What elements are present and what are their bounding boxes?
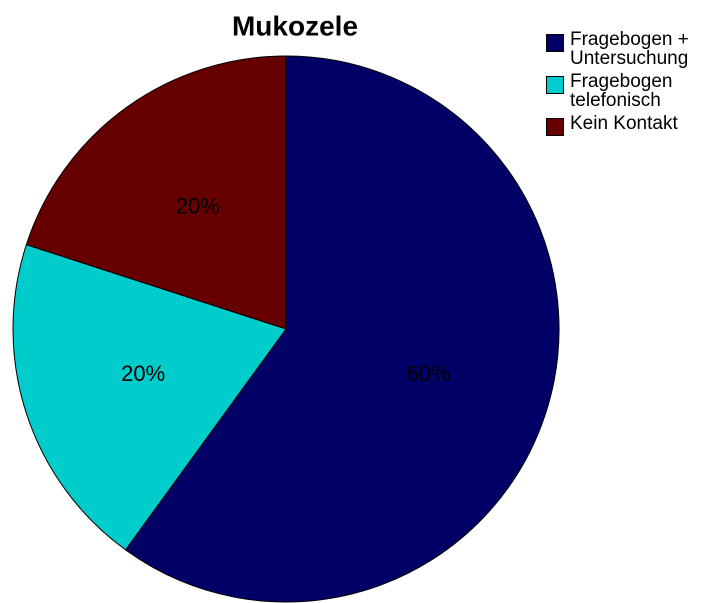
pie-slice	[12, 244, 287, 551]
legend-item: Fragebogen telefonisch	[546, 72, 716, 110]
legend-item: Fragebogen + Untersuchung	[546, 30, 716, 68]
pie-slice	[25, 55, 287, 330]
legend-label: Fragebogen + Untersuchung	[570, 29, 689, 69]
data-label: 60%	[407, 361, 451, 386]
legend-label: Fragebogen telefonisch	[570, 71, 673, 111]
legend-swatch	[546, 76, 564, 94]
legend-label: Kein Kontakt	[570, 113, 678, 134]
legend-swatch	[546, 34, 564, 52]
legend-swatch	[546, 118, 564, 136]
legend: Fragebogen + Untersuchung Fragebogen tele…	[546, 30, 716, 140]
data-label: 20%	[121, 361, 165, 386]
legend-item: Kein Kontakt	[546, 114, 716, 136]
data-label: 20%	[176, 193, 220, 218]
pie-slice	[124, 55, 560, 603]
chart-title: Mukozele	[232, 10, 358, 41]
